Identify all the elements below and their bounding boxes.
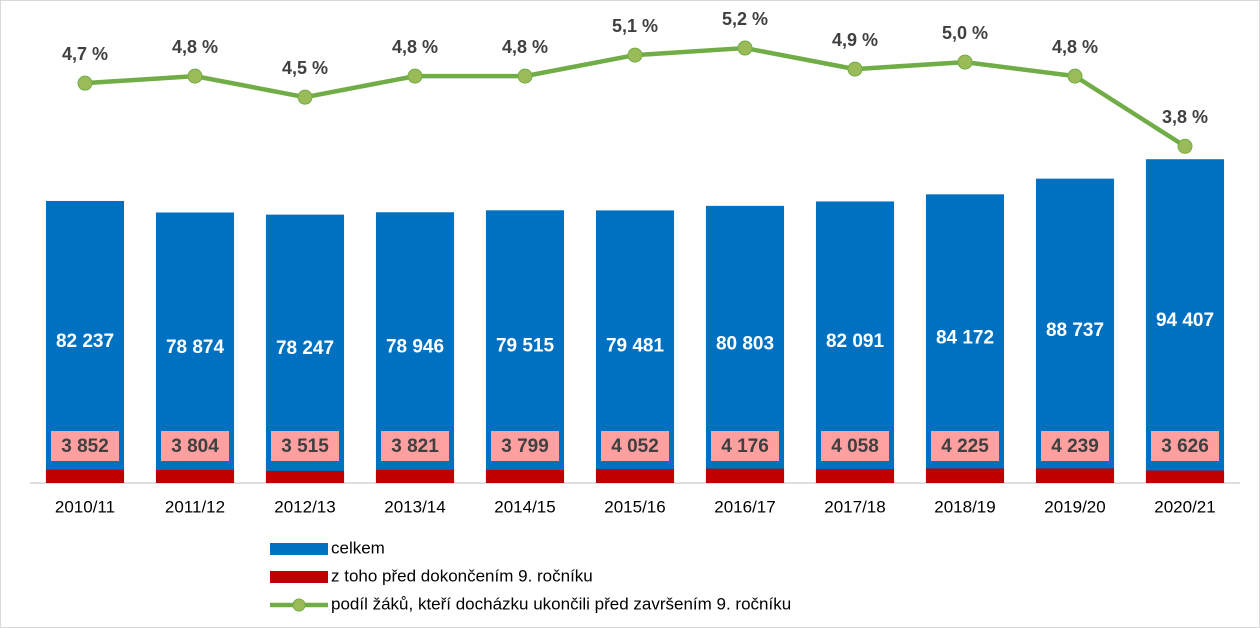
line-value-label: 4,8 % <box>392 37 438 57</box>
line-point <box>957 54 973 70</box>
x-tick-label: 2020/21 <box>1154 497 1215 516</box>
bar-value-label: 79 481 <box>606 336 665 357</box>
x-tick-label: 2015/16 <box>604 497 665 516</box>
bar <box>155 469 235 483</box>
legend-label: podíl žáků, kteří docházku ukončili před… <box>331 594 791 613</box>
line-point <box>847 61 863 77</box>
bar-value-label: 80 803 <box>716 333 774 354</box>
x-tick-label: 2011/12 <box>165 497 225 516</box>
legend-swatch <box>270 571 328 583</box>
x-tick-label: 2017/18 <box>824 497 885 516</box>
line-value-label: 4,5 % <box>282 58 328 78</box>
bar-value-label: 82 237 <box>56 331 114 352</box>
line-point <box>407 68 423 84</box>
value-label-box <box>1041 431 1109 461</box>
bar-value-label: 4 052 <box>611 436 659 457</box>
value-label-box <box>601 431 669 461</box>
value-label-box <box>1151 431 1219 461</box>
line-value-label: 4,9 % <box>832 30 878 50</box>
bar <box>815 469 895 483</box>
bar-value-label: 84 172 <box>936 328 994 349</box>
value-label-box <box>711 431 779 461</box>
bar <box>45 469 125 483</box>
line-point <box>517 68 533 84</box>
bar-value-label: 3 821 <box>391 436 439 457</box>
line-value-label: 3,8 % <box>1162 107 1208 127</box>
line-point <box>297 89 313 105</box>
x-tick-label: 2010/11 <box>55 497 115 516</box>
value-label-box <box>51 431 119 461</box>
x-tick-label: 2016/17 <box>714 497 775 516</box>
bar-value-label: 94 407 <box>1156 310 1214 331</box>
bar-value-label: 3 626 <box>1161 436 1209 457</box>
line-point <box>737 40 753 56</box>
x-tick-label: 2018/19 <box>934 497 995 516</box>
bar-value-label: 82 091 <box>826 331 885 352</box>
value-label-box <box>931 431 999 461</box>
bar-value-label: 88 737 <box>1046 320 1104 341</box>
bar <box>1035 468 1115 483</box>
legend-swatch <box>292 598 306 612</box>
bar-value-label: 78 874 <box>166 337 225 358</box>
bar <box>1145 470 1225 483</box>
value-label-box <box>821 431 889 461</box>
bar-value-label: 78 247 <box>276 338 334 359</box>
x-tick-label: 2013/14 <box>384 497 445 516</box>
bar-value-label: 4 176 <box>721 436 769 457</box>
value-label-box <box>271 431 339 461</box>
bar <box>595 469 675 483</box>
value-label-box <box>491 431 559 461</box>
bar-value-label: 3 804 <box>171 436 219 457</box>
legend-swatch <box>270 543 328 555</box>
line-value-label: 4,8 % <box>1052 37 1098 57</box>
line-value-label: 4,8 % <box>172 37 218 57</box>
line-value-label: 5,0 % <box>942 23 988 43</box>
line-value-label: 5,1 % <box>612 16 658 36</box>
bar <box>1145 159 1225 484</box>
x-tick-label: 2019/20 <box>1044 497 1105 516</box>
bar <box>925 468 1005 483</box>
bar <box>265 470 345 483</box>
line-value-label: 4,7 % <box>62 44 108 64</box>
value-label-box <box>381 431 449 461</box>
bar <box>375 469 455 483</box>
legend-label: z toho před dokončením 9. ročníku <box>331 566 593 585</box>
bar-value-label: 79 515 <box>496 336 555 357</box>
x-tick-label: 2012/13 <box>274 497 335 516</box>
bar-value-label: 4 058 <box>831 436 879 457</box>
bar <box>485 469 565 483</box>
line-point <box>1067 68 1083 84</box>
bar-value-label: 4 225 <box>941 436 989 457</box>
line-value-label: 4,8 % <box>502 37 548 57</box>
value-label-box <box>161 431 229 461</box>
bar-value-label: 78 946 <box>386 337 444 358</box>
line-point <box>627 47 643 63</box>
x-tick-label: 2014/15 <box>494 497 555 516</box>
bar-value-label: 3 799 <box>501 436 549 457</box>
bar-value-label: 3 852 <box>61 436 109 457</box>
bar-value-label: 3 515 <box>281 436 329 457</box>
line-point <box>1177 138 1193 154</box>
line-value-label: 5,2 % <box>722 9 768 29</box>
bar-value-label: 4 239 <box>1051 436 1099 457</box>
line-point <box>77 75 93 91</box>
line-point <box>187 68 203 84</box>
bar <box>705 468 785 483</box>
legend-label: celkem <box>331 538 385 557</box>
